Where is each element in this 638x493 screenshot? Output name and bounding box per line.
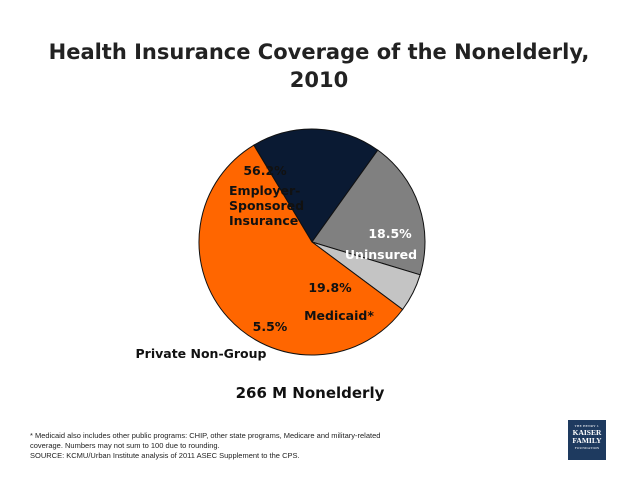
chart-title-line-2: 2010	[289, 68, 349, 92]
chart-title-line-1: Health Insurance Coverage of the Nonelde…	[48, 40, 590, 64]
slice-label-line: Medicaid*	[304, 308, 374, 323]
footnotes: * Medicaid also includes other public pr…	[30, 431, 470, 461]
data-label-uninsured: 18.5%	[368, 226, 412, 241]
footnote-source: SOURCE: KCMU/Urban Institute analysis of…	[30, 451, 300, 460]
pie-slice-uninsured	[253, 128, 379, 243]
logo-line-3: FOUNDATION	[574, 446, 600, 450]
footnote-line-1: * Medicaid also includes other public pr…	[30, 431, 381, 440]
slice-label-employer-sponsored-insurance: Employer-Sponsored Insurance	[229, 183, 304, 228]
slice-label-medicaid: Medicaid*	[304, 308, 374, 323]
pie-slice-medicaid	[311, 149, 426, 276]
slice-label-private-non-group: Private Non-Group	[136, 346, 267, 361]
chart-title: Health Insurance Coverage of the Nonelde…	[0, 38, 638, 94]
logo-line-2a: KAISER	[572, 428, 602, 437]
data-label-private-non-group: 5.5%	[253, 319, 288, 334]
logo-line-2b: FAMILY	[572, 436, 602, 445]
kaiser-family-foundation-logo: THE HENRY J. KAISER FAMILY FOUNDATION	[568, 420, 606, 460]
slice-label-line: Insurance	[229, 213, 298, 228]
chart-subtitle: 266 M Nonelderly	[235, 384, 385, 402]
logo-line-1: THE HENRY J.	[574, 424, 600, 428]
data-label-medicaid: 19.8%	[308, 280, 352, 295]
slice-label-uninsured: Uninsured	[345, 247, 417, 262]
slice-label-line: Employer-	[229, 183, 300, 198]
data-label-employer-sponsored-insurance: 56.2%	[243, 163, 287, 178]
slice-label-line: Sponsored	[229, 198, 304, 213]
slice-label-line: Uninsured	[345, 247, 417, 262]
slice-label-line: Private Non-Group	[136, 346, 267, 361]
pie-slice-employer-sponsored-insurance	[198, 144, 404, 356]
footnote-line-2: coverage. Numbers may not sum to 100 due…	[30, 441, 220, 450]
